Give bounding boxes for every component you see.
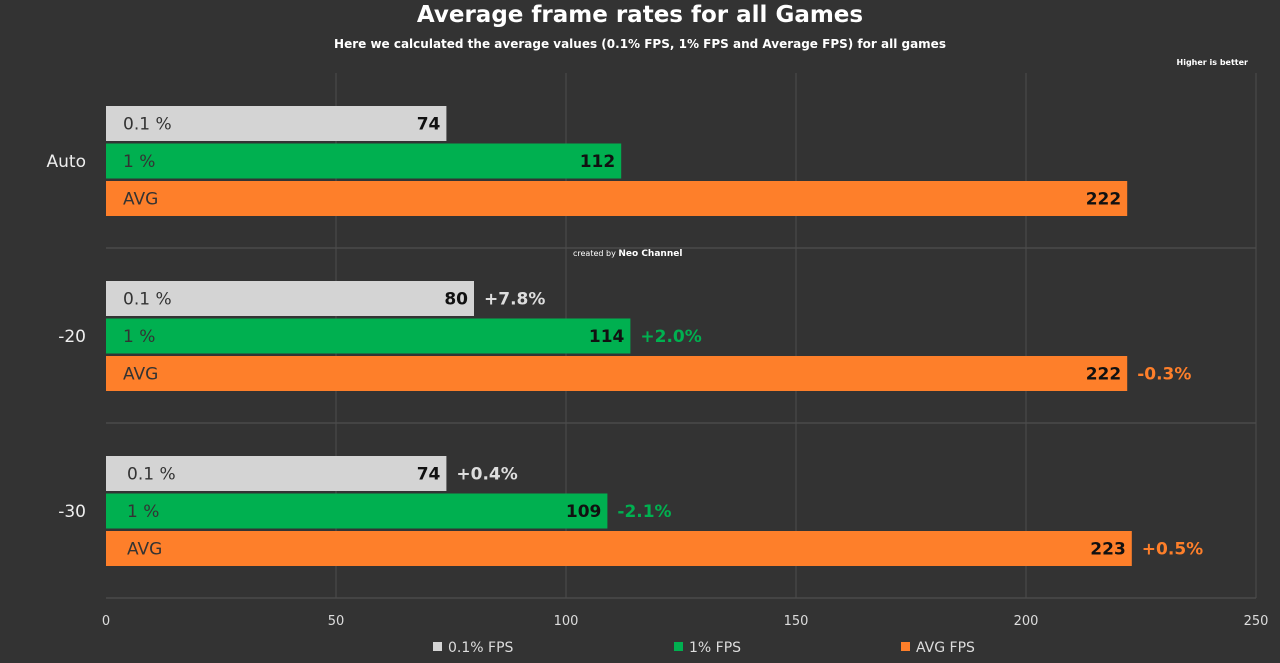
bar [106, 356, 1128, 391]
legend-swatch [674, 642, 683, 651]
legend-label: AVG FPS [916, 640, 975, 656]
legend-label: 0.1% FPS [448, 640, 514, 656]
data-label: 223 [1090, 540, 1126, 560]
bar-series-label: 0.1 % [123, 115, 172, 135]
bar [106, 493, 608, 529]
credit-name: Neo Channel [618, 249, 683, 259]
x-tick-label: 150 [784, 614, 809, 629]
change-label: -0.3% [1137, 365, 1191, 385]
bar-series-label: AVG [123, 190, 158, 210]
bar [106, 318, 631, 354]
bars: 0.1 % 74 1 % 112 AVG 222 0.1 % 80 +7.8% 1 % 114 +2.… [106, 106, 1203, 566]
credit-prefix: created by [573, 249, 616, 258]
legend-swatch [433, 642, 442, 651]
data-label: 222 [1086, 365, 1122, 385]
bar-series-label: AVG [127, 540, 162, 560]
chart-title: Average frame rates for all Games [416, 2, 864, 28]
data-label: 109 [566, 502, 602, 522]
category-label: -20 [58, 327, 86, 347]
data-label: 74 [417, 465, 441, 485]
legend: 0.1% FPS 1% FPS AVG FPS [0, 640, 1280, 662]
chart-subtitle: Here we calculated the average values (0… [334, 37, 946, 51]
data-label: 80 [444, 290, 468, 310]
x-tick-label: 100 [554, 614, 579, 629]
x-axis: 0 50 100 150 200 250 Auto -20 -30 [47, 152, 1269, 629]
x-tick-label: 200 [1014, 614, 1039, 629]
data-label: 74 [417, 115, 441, 135]
higher-is-better-note: Higher is better [1176, 58, 1248, 67]
legend-item: 1% FPS [674, 640, 741, 656]
bar-series-label: 0.1 % [123, 290, 172, 310]
data-label: 112 [580, 152, 616, 172]
x-tick-label: 50 [328, 614, 345, 629]
data-label: 114 [589, 327, 625, 347]
legend-item: 0.1% FPS [433, 640, 513, 656]
category-label: -30 [58, 502, 86, 522]
credit-label: created by Neo Channel [573, 249, 682, 259]
bar-series-label: 0.1 % [127, 465, 176, 485]
bar [106, 106, 447, 141]
data-label: 222 [1086, 190, 1122, 210]
change-label: +0.4% [456, 465, 517, 485]
bar-chart: 0.1 % 74 1 % 112 AVG 222 0.1 % 80 +7.8% 1 % 114 +2.… [47, 73, 1269, 629]
legend-swatch [901, 642, 910, 651]
change-label: +0.5% [1142, 540, 1203, 560]
x-tick-label: 250 [1244, 614, 1269, 629]
bar [106, 181, 1128, 216]
change-label: +7.8% [484, 290, 545, 310]
x-tick-label: 0 [102, 614, 110, 629]
bar-series-label: 1 % [127, 502, 159, 522]
bar [106, 456, 447, 491]
bar-series-label: 1 % [123, 327, 155, 347]
category-label: Auto [47, 152, 86, 172]
bar [106, 143, 622, 179]
legend-item: AVG FPS [901, 640, 975, 656]
change-label: -2.1% [617, 502, 671, 522]
legend-label: 1% FPS [689, 640, 742, 656]
bar-series-label: 1 % [123, 152, 155, 172]
bar [106, 281, 474, 316]
change-label: +2.0% [640, 327, 701, 347]
bar [106, 531, 1132, 566]
bar-series-label: AVG [123, 365, 158, 385]
